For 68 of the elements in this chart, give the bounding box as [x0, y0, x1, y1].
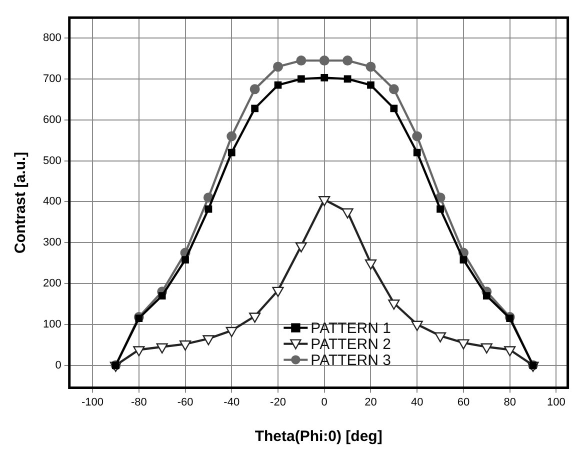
point: [320, 74, 328, 82]
x-tick-label: 100: [547, 396, 566, 408]
x-axis-title: Theta(Phi:0) [deg]: [254, 428, 382, 446]
point: [506, 314, 514, 322]
point: [156, 343, 168, 354]
x-tick-label: -100: [82, 396, 104, 408]
x-tick-label: -40: [224, 396, 240, 408]
point: [202, 335, 214, 346]
x-tick-label: -60: [177, 396, 194, 408]
point: [204, 205, 212, 213]
point: [226, 131, 237, 142]
y-tick-label: 0: [55, 359, 62, 372]
x-tick-label: 20: [364, 396, 377, 408]
point: [344, 75, 352, 83]
point: [249, 312, 261, 323]
point: [413, 148, 421, 156]
y-tick-label: 500: [42, 154, 62, 167]
y-tick-label: 200: [42, 278, 62, 290]
y-axis-title: Contrast [a.u.]: [12, 152, 30, 254]
point: [388, 84, 399, 94]
x-tick-label: 80: [504, 396, 516, 408]
point: [319, 56, 330, 66]
point: [133, 346, 145, 356]
point: [135, 314, 143, 322]
x-tick-label: 40: [410, 396, 424, 408]
point: [458, 339, 470, 350]
point: [158, 292, 166, 300]
y-tick-label: 600: [42, 114, 62, 126]
point: [273, 62, 284, 72]
x-tick-label: -80: [130, 396, 147, 408]
x-tick-label: 0: [321, 396, 328, 408]
x-tick-label: -20: [270, 396, 286, 408]
point: [296, 56, 306, 66]
point: [182, 256, 189, 264]
point: [179, 340, 192, 351]
point: [274, 81, 282, 89]
legend-label: PATTERN 3: [310, 352, 391, 369]
point: [228, 148, 236, 156]
point: [434, 332, 446, 342]
point: [342, 56, 353, 66]
point: [272, 286, 284, 298]
point: [482, 292, 490, 300]
legend-label: PATTERN 1: [310, 320, 391, 337]
point: [412, 131, 422, 142]
point: [390, 104, 398, 112]
point: [504, 346, 516, 356]
y-tick-label: 800: [42, 32, 62, 44]
point: [480, 343, 492, 354]
point: [298, 75, 305, 83]
point: [366, 62, 376, 72]
point: [388, 300, 400, 310]
point: [250, 84, 260, 94]
x-tick-label: 60: [457, 396, 470, 408]
point: [226, 326, 238, 338]
point: [318, 196, 330, 206]
legend-label: PATTERN 2: [310, 336, 391, 353]
point: [411, 320, 423, 331]
y-tick-label: 700: [42, 72, 62, 85]
point: [364, 259, 377, 270]
point: [342, 208, 354, 219]
point: [251, 104, 259, 112]
y-tick-label: 300: [42, 236, 62, 249]
point: [367, 81, 374, 89]
y-tick-label: 400: [42, 196, 62, 208]
y-tick-label: 100: [42, 318, 62, 330]
point: [460, 256, 468, 264]
point: [295, 242, 307, 252]
point: [436, 205, 444, 213]
